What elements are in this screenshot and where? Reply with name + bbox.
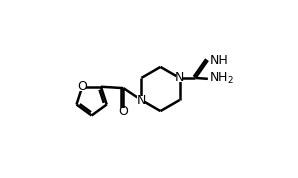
FancyBboxPatch shape: [176, 74, 184, 82]
FancyBboxPatch shape: [78, 83, 86, 91]
Text: NH$_2$: NH$_2$: [209, 71, 234, 86]
FancyBboxPatch shape: [119, 108, 127, 116]
Text: NH: NH: [209, 54, 228, 67]
Text: O: O: [118, 105, 128, 118]
Text: O: O: [77, 80, 87, 93]
Text: N: N: [137, 93, 146, 107]
Text: N: N: [175, 71, 184, 85]
FancyBboxPatch shape: [137, 96, 145, 104]
